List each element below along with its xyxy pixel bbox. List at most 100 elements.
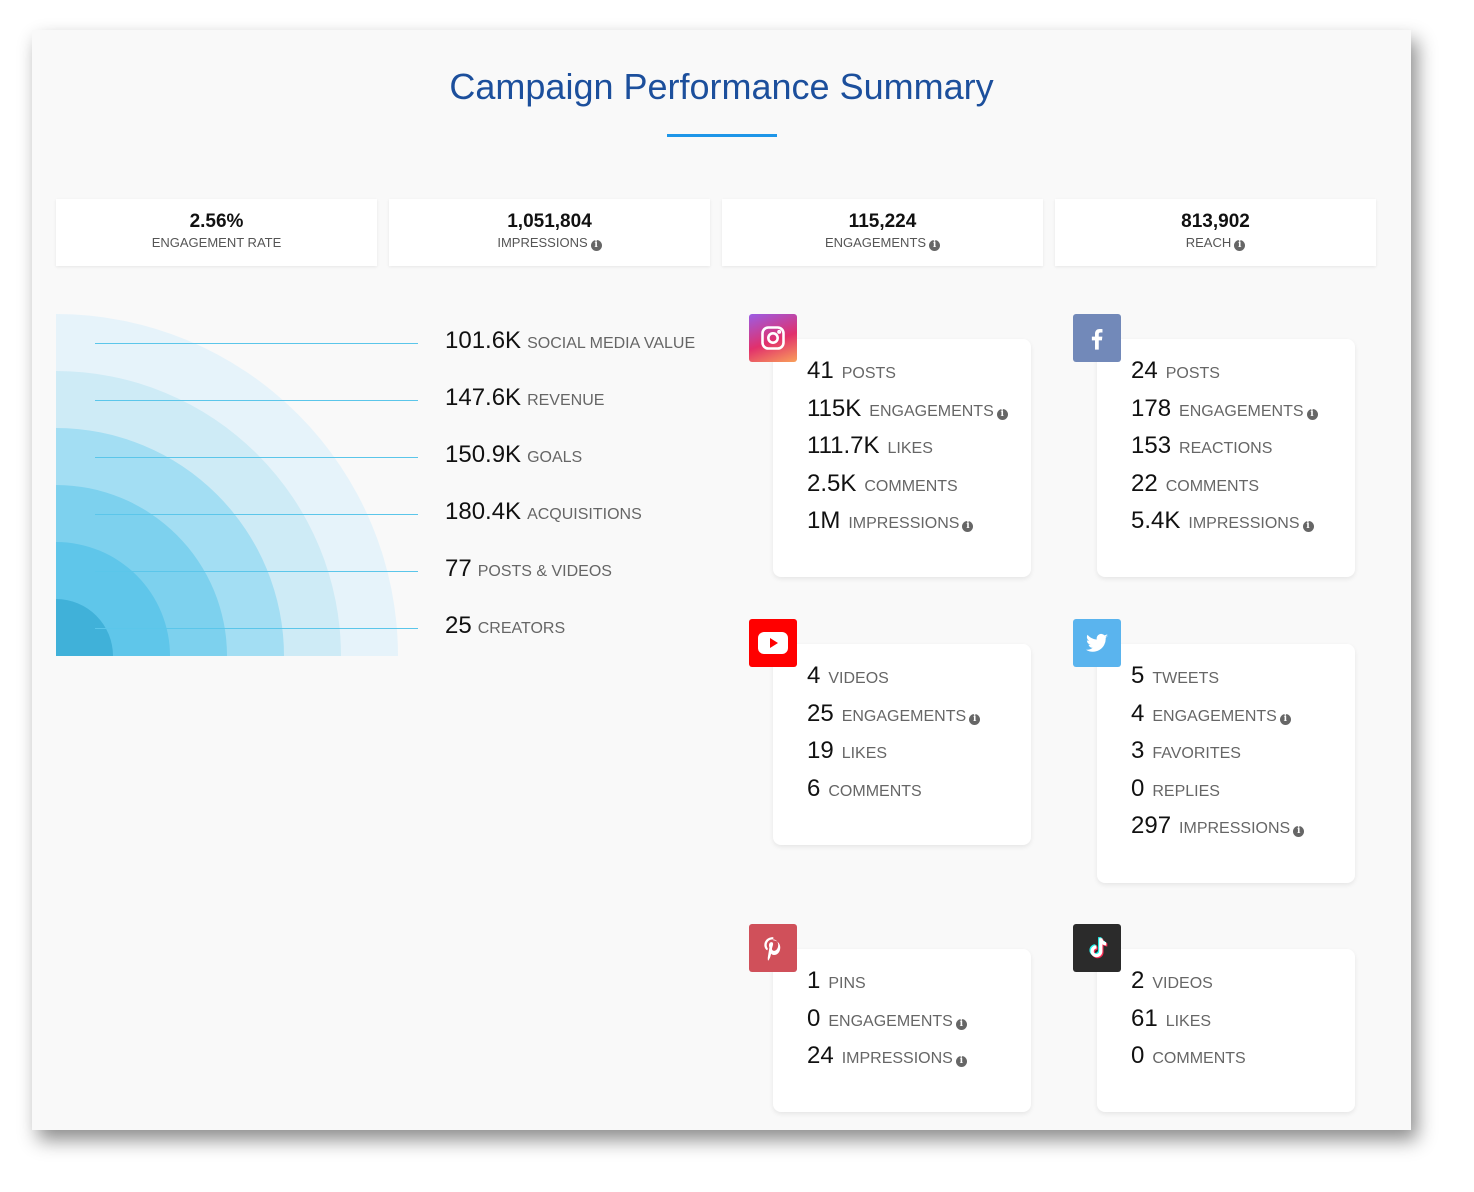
metric-item: 180.4K ACQUISITIONS	[445, 498, 642, 526]
metric-label: IMPRESSIONS	[841, 1050, 953, 1068]
tiktok-metric-row: 2 VIDEOS	[1131, 967, 1355, 1005]
pinterest-icon[interactable]	[749, 924, 797, 972]
instagram-metric-row: 1M IMPRESSIONS i	[807, 507, 1031, 545]
metric-label: FAVORITES	[1152, 745, 1241, 763]
info-icon[interactable]: i	[1234, 240, 1246, 251]
info-icon[interactable]: i	[996, 408, 1008, 420]
stat-label-wrap: ENGAGEMENTS i	[722, 235, 1043, 251]
stat-value: 813,902	[1181, 211, 1250, 232]
metric-value: 77	[445, 555, 472, 582]
metric-value: 4	[807, 662, 821, 689]
stat-label-wrap: ENGAGEMENT RATE	[56, 235, 377, 250]
info-icon[interactable]: i	[955, 1056, 967, 1068]
stat-label: REACH	[1185, 235, 1232, 250]
info-icon[interactable]: i	[1302, 521, 1314, 533]
metric-value: 4	[1131, 699, 1145, 727]
metric-label: ENGAGEMENTS	[841, 707, 967, 725]
twitter-card: 5 TWEETS 4 ENGAGEMENTS i 3 FAVORITES 0 REPLIES 29…	[1097, 644, 1355, 883]
metric-label: CREATORS	[477, 620, 566, 637]
info-icon[interactable]: i	[1279, 713, 1291, 725]
stat-value: 1,051,804	[507, 211, 592, 232]
metric-item: 77 POSTS & VIDEOS	[445, 555, 612, 583]
metric-label: POSTS	[841, 365, 896, 382]
facebook-metric-row: 178 ENGAGEMENTS i	[1131, 395, 1355, 433]
facebook-card: 24 POSTS 178 ENGAGEMENTS i 153 REACTIONS 22 COMM…	[1097, 339, 1355, 577]
stat-label-wrap: IMPRESSIONS i	[389, 235, 710, 251]
metric-value: 115K	[807, 394, 862, 422]
metric-label: COMMENTS	[864, 477, 958, 495]
metric-value: 2	[1131, 967, 1145, 994]
twitter-icon[interactable]	[1073, 619, 1121, 667]
info-icon[interactable]: i	[969, 713, 981, 725]
metric-value: 178	[1131, 394, 1172, 422]
metric-item: 25 CREATORS	[445, 612, 565, 640]
metric-label: LIKES	[887, 440, 933, 458]
metric-label: REVENUE	[527, 392, 605, 409]
metric-value: 147.6K	[445, 384, 522, 411]
summary-panel: Campaign Performance Summary 2.56% ENGAG…	[32, 30, 1411, 1130]
metric-value: 6	[807, 774, 821, 802]
metric-label: LIKES	[841, 745, 888, 763]
metric-label: COMMENTS	[1152, 1050, 1246, 1068]
stat-label: ENGAGEMENT RATE	[151, 235, 282, 250]
twitter-metric-row: 0 REPLIES	[1131, 775, 1355, 813]
metric-label: ACQUISITIONS	[527, 506, 642, 523]
facebook-metric-row: 24 POSTS	[1131, 357, 1355, 395]
metric-item: 150.9K GOALS	[445, 441, 582, 469]
facebook-metric-row: 153 REACTIONS	[1131, 432, 1355, 470]
info-icon[interactable]: i	[929, 240, 941, 251]
twitter-metric-row: 3 FAVORITES	[1131, 737, 1355, 775]
metric-connector-line	[95, 457, 418, 458]
metric-label: SOCIAL MEDIA VALUE	[527, 335, 696, 352]
metric-label: VIDEOS	[1152, 975, 1213, 992]
metric-connector-line	[95, 514, 418, 515]
instagram-metric-row: 115K ENGAGEMENTS i	[807, 395, 1031, 433]
metric-value: 153	[1131, 432, 1172, 460]
metric-value: 297	[1131, 812, 1172, 840]
info-icon[interactable]: i	[1306, 408, 1318, 420]
instagram-metric-row: 111.7K LIKES	[807, 432, 1031, 470]
metric-value: 2.5K	[807, 469, 857, 497]
metric-value: 3	[1131, 737, 1145, 765]
tiktok-icon[interactable]	[1073, 924, 1121, 972]
metric-label: REPLIES	[1152, 782, 1220, 800]
facebook-metric-row: 22 COMMENTS	[1131, 470, 1355, 508]
concentric-arcs-graphic	[56, 314, 398, 656]
stat-card: 2.56% ENGAGEMENT RATE	[56, 199, 377, 266]
stat-card: 1,051,804 IMPRESSIONS i	[389, 199, 710, 266]
metric-value: 0	[1131, 1042, 1145, 1070]
youtube-metric-row: 19 LIKES	[807, 737, 1031, 775]
metric-label: ENGAGEMENTS	[1152, 707, 1277, 725]
metric-value: 5.4K	[1131, 507, 1181, 535]
info-icon[interactable]: i	[962, 521, 974, 533]
metric-label: VIDEOS	[828, 670, 889, 687]
metric-value: 41	[807, 357, 834, 384]
youtube-metric-row: 4 VIDEOS	[807, 662, 1031, 700]
metric-label: COMMENTS	[1165, 477, 1260, 495]
metric-value: 101.6K	[445, 327, 522, 354]
metric-value: 1M	[807, 507, 841, 535]
metric-value: 1	[807, 967, 821, 994]
youtube-card: 4 VIDEOS 25 ENGAGEMENTS i 19 LIKES 6 COMMENTS	[773, 644, 1031, 845]
metric-connector-line	[95, 571, 418, 572]
info-icon[interactable]: i	[1293, 826, 1305, 838]
metric-label: IMPRESSIONS	[848, 515, 960, 533]
metric-value: 24	[807, 1042, 834, 1070]
instagram-icon[interactable]	[749, 314, 797, 362]
metric-value: 25	[807, 699, 834, 727]
instagram-card: 41 POSTS 115K ENGAGEMENTS i 111.7K LIKES 2.5K CO…	[773, 339, 1031, 577]
metric-value: 22	[1131, 469, 1158, 497]
stat-label: IMPRESSIONS	[497, 235, 588, 250]
metric-label: ENGAGEMENTS	[828, 1012, 953, 1030]
metric-label: IMPRESSIONS	[1179, 820, 1291, 838]
metric-value: 180.4K	[445, 498, 522, 525]
youtube-icon[interactable]	[749, 619, 797, 667]
facebook-icon[interactable]	[1073, 314, 1121, 362]
info-icon[interactable]: i	[590, 240, 602, 251]
metric-value: 19	[807, 737, 834, 765]
stat-card: 115,224 ENGAGEMENTS i	[722, 199, 1043, 266]
metric-connector-line	[95, 343, 418, 344]
pinterest-metric-row: 24 IMPRESSIONS i	[807, 1042, 1031, 1080]
info-icon[interactable]: i	[955, 1018, 967, 1030]
stat-label: ENGAGEMENTS	[824, 235, 927, 250]
